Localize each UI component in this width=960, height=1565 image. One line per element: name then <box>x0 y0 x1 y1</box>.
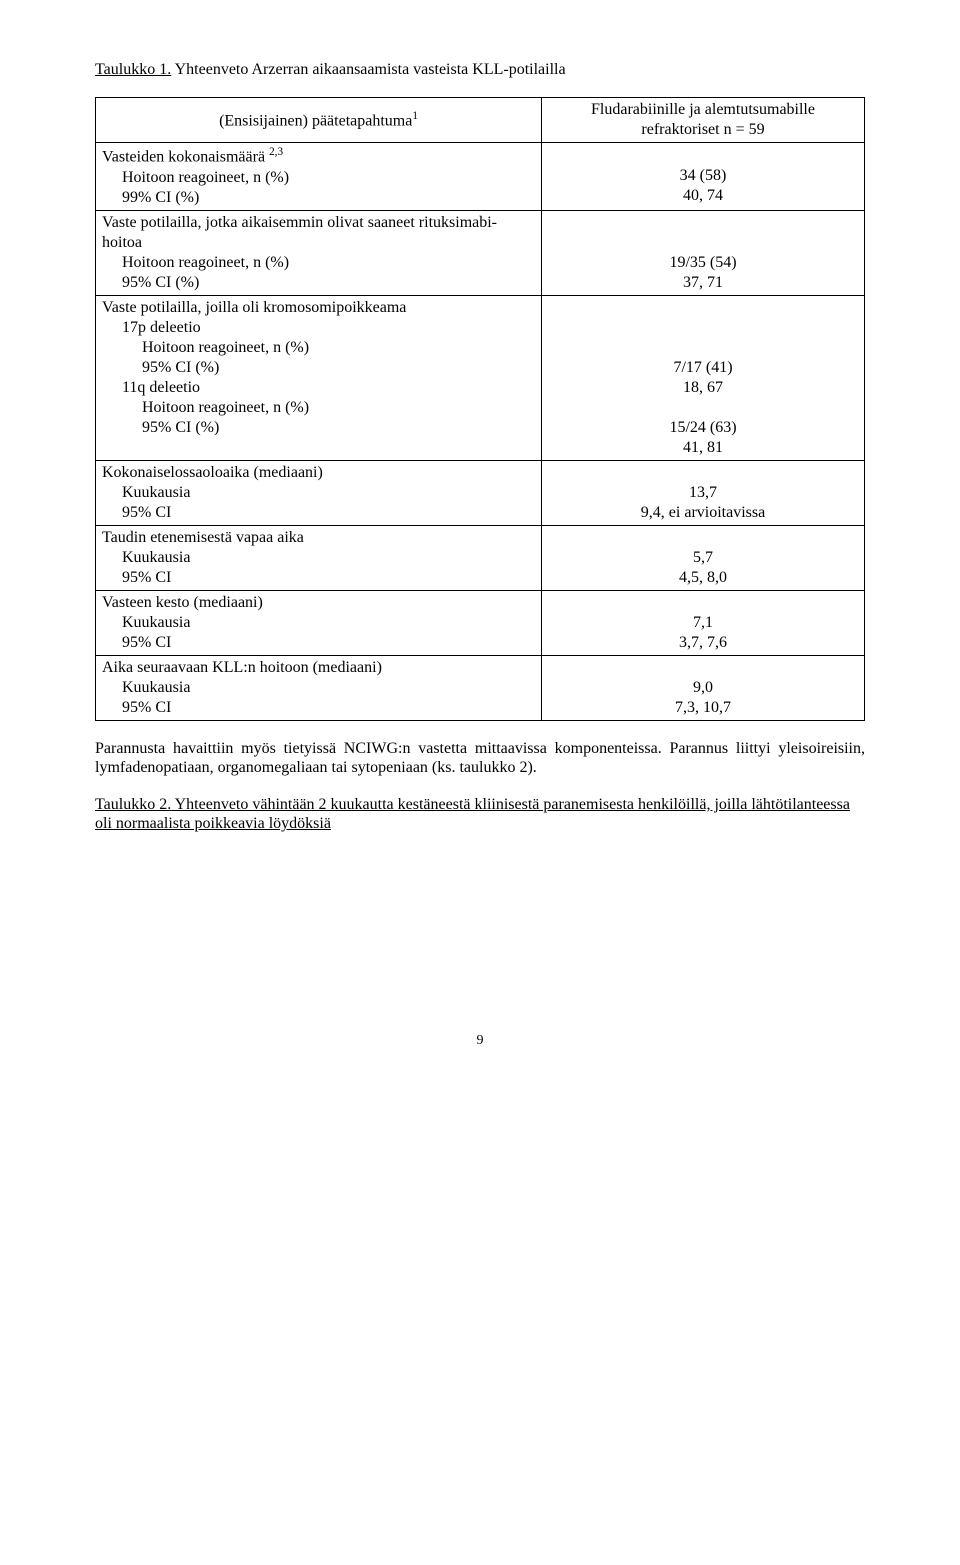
row-sup: 2,3 <box>269 146 283 158</box>
row-text: 95% CI (%) <box>102 273 199 293</box>
row-value: 4,5, 8,0 <box>679 569 727 586</box>
table-2-title: Taulukko 2. Yhteenveto vähintään 2 kuuka… <box>95 795 865 833</box>
results-table: (Ensisijainen) päätetapahtuma1 Fludarabi… <box>95 97 865 720</box>
row-text: 95% CI <box>102 568 171 588</box>
row-text: Aika seuraavaan KLL:n hoitoon (mediaani) <box>102 659 382 676</box>
row-left: Kokonaiselossaoloaika (mediaani) Kuukaus… <box>96 460 542 525</box>
row-value: 7/17 (41) <box>673 359 732 376</box>
row-text: 95% CI <box>102 698 171 718</box>
row-text: Kuukausia <box>102 613 190 633</box>
table-1-label: Taulukko 1. <box>95 61 171 78</box>
row-left: Vaste potilailla, jotka aikaisemmin oliv… <box>96 210 542 295</box>
row-text: 95% CI <box>102 503 171 523</box>
row-right: 19/35 (54) 37, 71 <box>542 210 865 295</box>
table-row: Vasteen kesto (mediaani) Kuukausia 95% C… <box>96 590 865 655</box>
row-text: Kokonaiselossaoloaika (mediaani) <box>102 464 323 481</box>
row-text: Hoitoon reagoineet, n (%) <box>102 338 309 358</box>
row-value: 7,3, 10,7 <box>675 699 731 716</box>
row-left: Aika seuraavaan KLL:n hoitoon (mediaani)… <box>96 655 542 720</box>
row-text: 95% CI <box>102 633 171 653</box>
header-right-cell: Fludarabiinille ja alemtutsumabille refr… <box>542 98 865 143</box>
row-text: Hoitoon reagoineet, n (%) <box>102 253 289 273</box>
table-1-title: Taulukko 1. Yhteenveto Arzerran aikaansa… <box>95 60 865 79</box>
header-left-text: (Ensisijainen) päätetapahtuma <box>219 112 412 129</box>
table-row: Aika seuraavaan KLL:n hoitoon (mediaani)… <box>96 655 865 720</box>
row-text: Taudin etenemisestä vapaa aika <box>102 529 304 546</box>
table-1-caption: Yhteenveto Arzerran aikaansaamista vaste… <box>171 61 565 78</box>
row-text: 95% CI (%) <box>102 418 219 438</box>
row-value: 9,0 <box>693 679 713 696</box>
row-text: Kuukausia <box>102 548 190 568</box>
row-value: 40, 74 <box>683 187 723 204</box>
header-left-sup: 1 <box>412 110 418 122</box>
table-2-caption: Yhteenveto vähintään 2 kuukautta kestäne… <box>95 796 850 832</box>
row-value: 13,7 <box>689 484 717 501</box>
row-text: 17p deleetio <box>102 318 201 338</box>
row-left: Vaste potilailla, joilla oli kromosomipo… <box>96 295 542 460</box>
row-text: Kuukausia <box>102 483 190 503</box>
table-2-label: Taulukko 2. <box>95 796 171 813</box>
table-row: Vaste potilailla, joilla oli kromosomipo… <box>96 295 865 460</box>
row-text: Hoitoon reagoineet, n (%) <box>102 398 309 418</box>
row-value: 19/35 (54) <box>669 254 736 271</box>
header-right-line2: refraktoriset n = 59 <box>641 121 764 138</box>
row-right: 9,0 7,3, 10,7 <box>542 655 865 720</box>
header-left-cell: (Ensisijainen) päätetapahtuma1 <box>96 98 542 143</box>
row-text: Vasteen kesto (mediaani) <box>102 594 263 611</box>
row-value: 3,7, 7,6 <box>679 634 727 651</box>
row-value: 7,1 <box>693 614 713 631</box>
row-right: 34 (58) 40, 74 <box>542 143 865 210</box>
table-row: Vasteiden kokonaismäärä 2,3 Hoitoon reag… <box>96 143 865 210</box>
row-right: 7/17 (41) 18, 67 15/24 (63) 41, 81 <box>542 295 865 460</box>
row-value: 15/24 (63) <box>669 419 736 436</box>
page-number: 9 <box>95 1033 865 1050</box>
row-value: 34 (58) <box>680 167 727 184</box>
row-text: Hoitoon reagoineet, n (%) <box>102 168 289 188</box>
row-right: 13,7 9,4, ei arvioitavissa <box>542 460 865 525</box>
body-paragraph: Parannusta havaittiin myös tietyissä NCI… <box>95 739 865 777</box>
row-text: Kuukausia <box>102 678 190 698</box>
row-right: 7,1 3,7, 7,6 <box>542 590 865 655</box>
row-value: 41, 81 <box>683 439 723 456</box>
row-text: 11q deleetio <box>102 378 200 398</box>
row-text: Vaste potilailla, jotka aikaisemmin oliv… <box>102 214 497 251</box>
table-header-row: (Ensisijainen) päätetapahtuma1 Fludarabi… <box>96 98 865 143</box>
table-row: Kokonaiselossaoloaika (mediaani) Kuukaus… <box>96 460 865 525</box>
row-value: 37, 71 <box>683 274 723 291</box>
table-row: Taudin etenemisestä vapaa aika Kuukausia… <box>96 525 865 590</box>
row-text: 99% CI (%) <box>102 188 199 208</box>
row-text: Vasteiden kokonaismäärä <box>102 149 269 166</box>
row-value: 18, 67 <box>683 379 723 396</box>
table-row: Vaste potilailla, jotka aikaisemmin oliv… <box>96 210 865 295</box>
row-left: Vasteiden kokonaismäärä 2,3 Hoitoon reag… <box>96 143 542 210</box>
header-right-line1: Fludarabiinille ja alemtutsumabille <box>591 101 815 118</box>
row-left: Taudin etenemisestä vapaa aika Kuukausia… <box>96 525 542 590</box>
row-text: 95% CI (%) <box>102 358 219 378</box>
row-value: 5,7 <box>693 549 713 566</box>
row-value: 9,4, ei arvioitavissa <box>641 504 765 521</box>
row-left: Vasteen kesto (mediaani) Kuukausia 95% C… <box>96 590 542 655</box>
row-text: Vaste potilailla, joilla oli kromosomipo… <box>102 299 406 316</box>
row-right: 5,7 4,5, 8,0 <box>542 525 865 590</box>
